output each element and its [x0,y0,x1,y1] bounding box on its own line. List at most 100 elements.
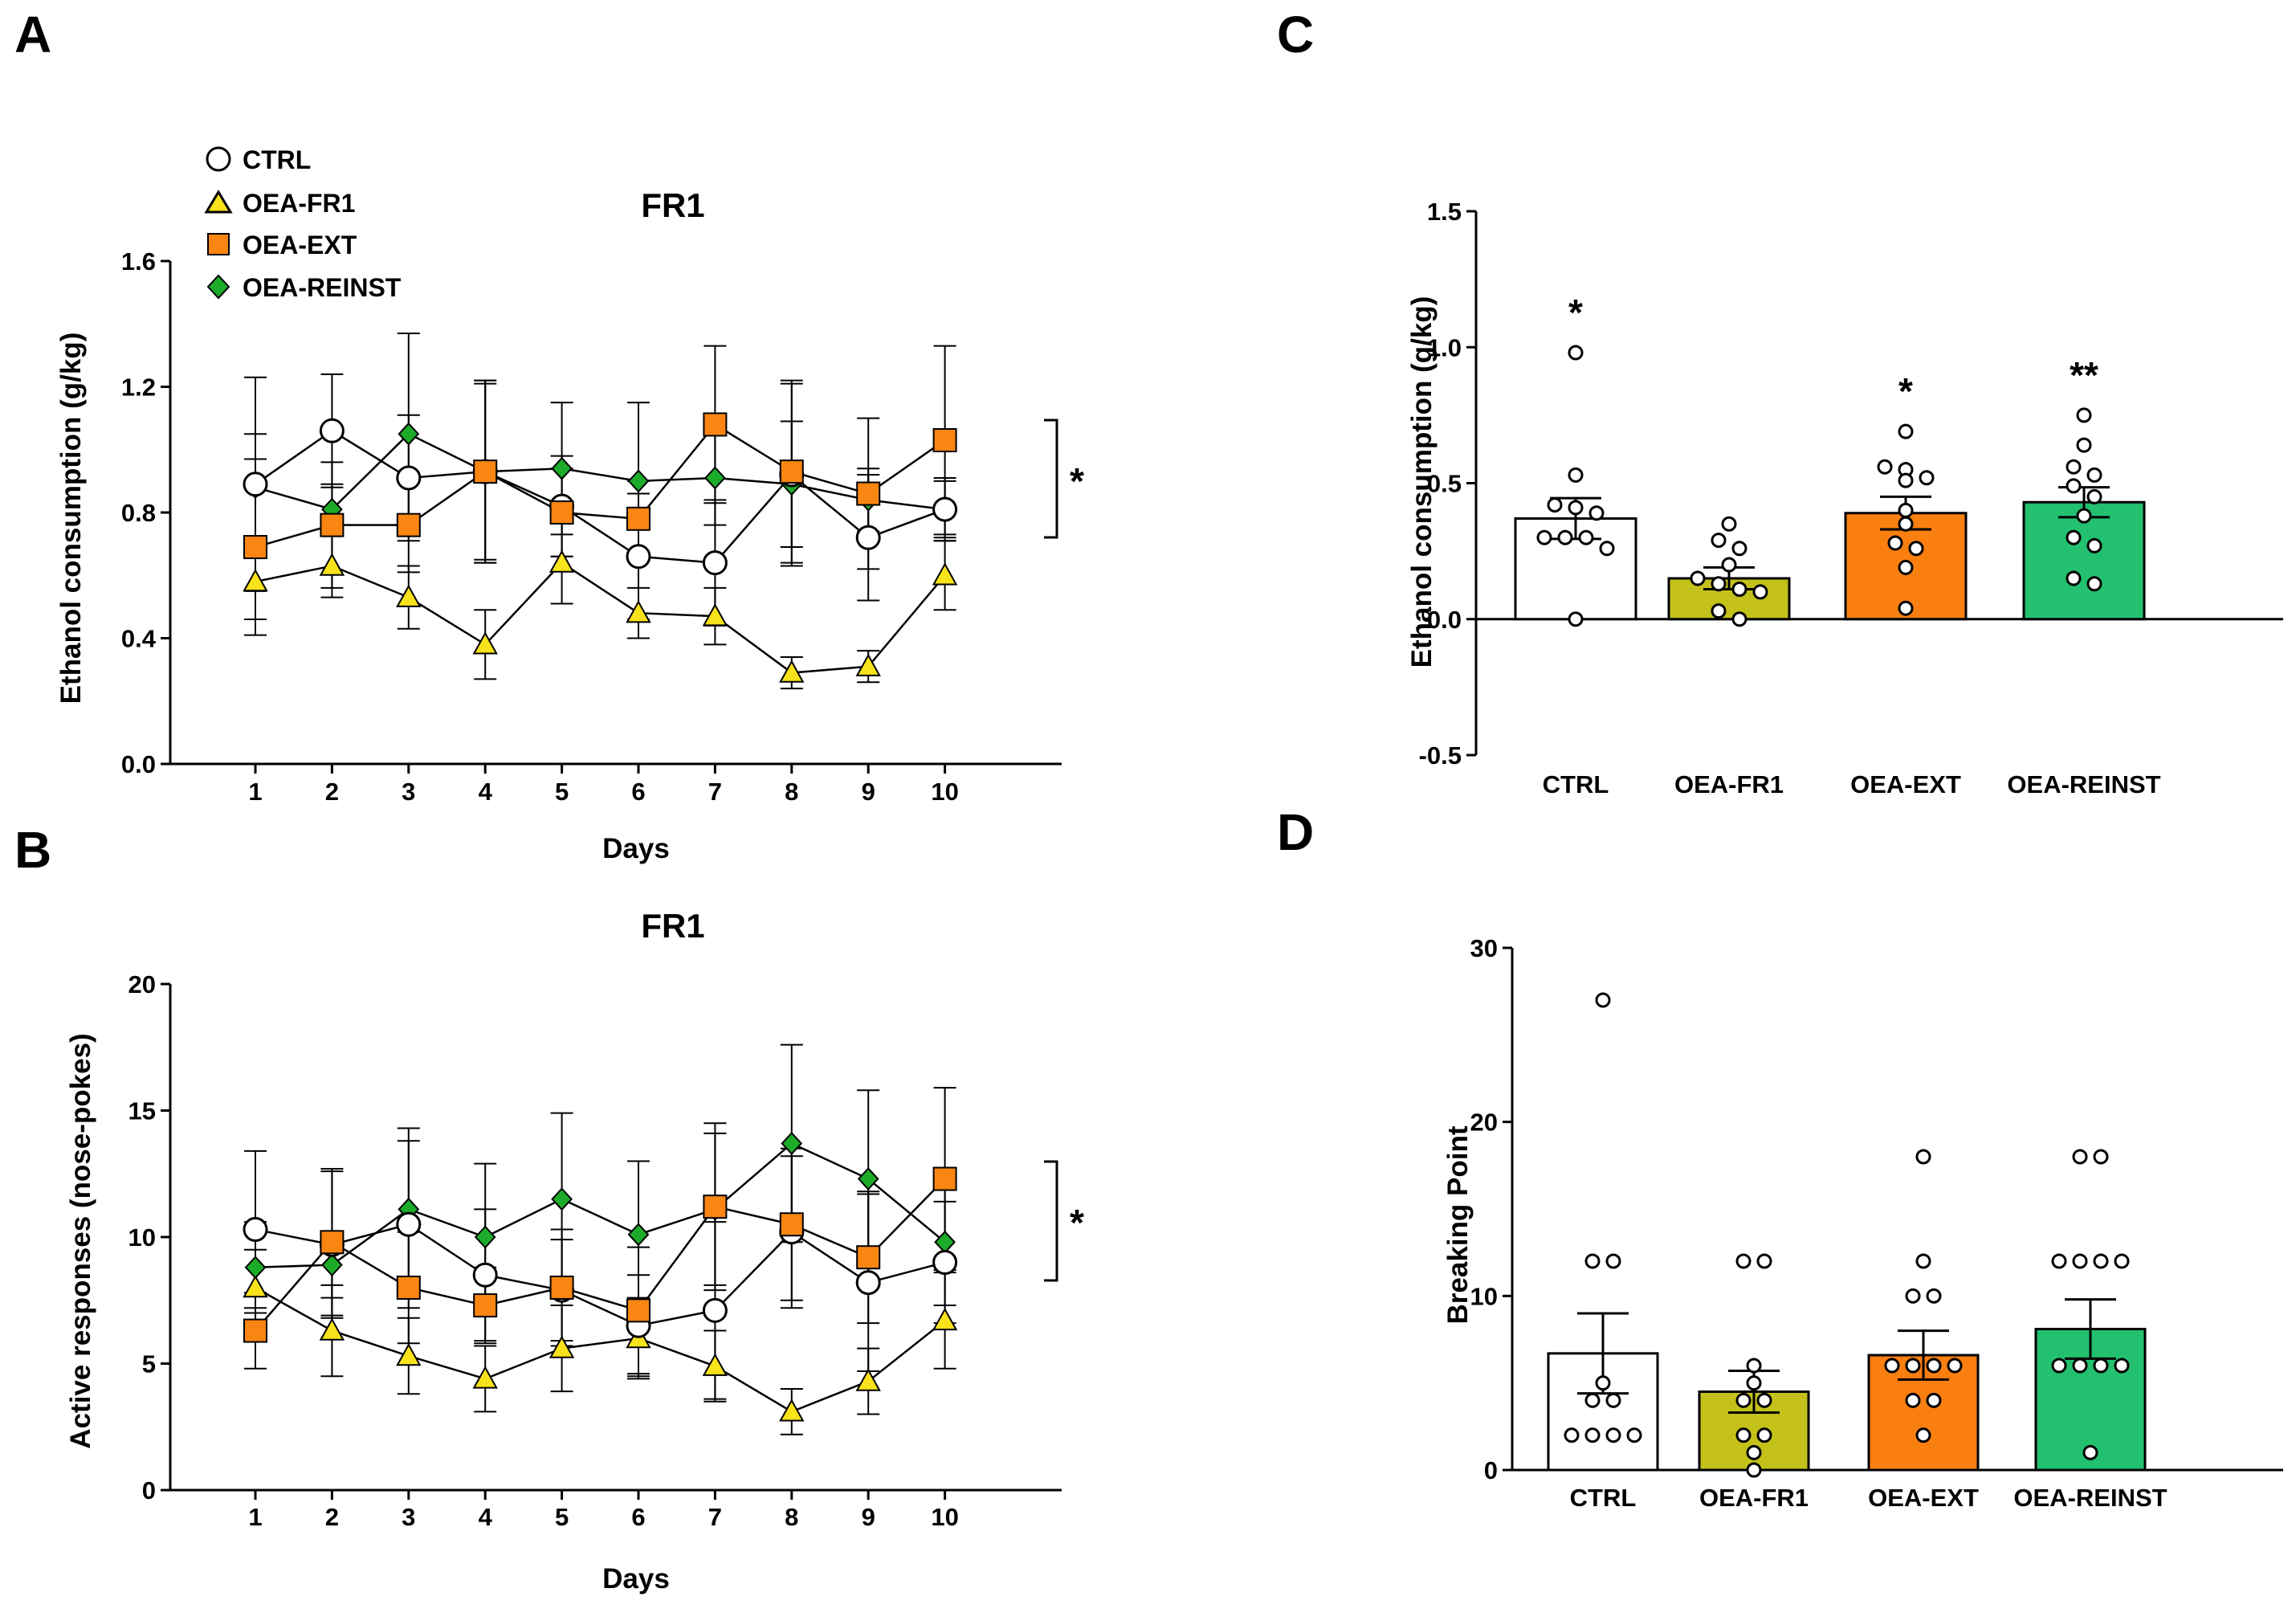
chart-d-data-point-oea-ext [1915,1149,1931,1165]
chart-b-point-ctrl [396,1211,422,1237]
chart-d-data-point-oea-ext [1926,1288,1942,1304]
chart-b-point-oea-reinst [244,1256,267,1280]
chart-a-point-oea-fr1 [472,631,498,655]
chart-c-data-point-oea-reinst [2066,570,2082,586]
chart-b-xtick-label: 5 [555,1503,569,1531]
chart-a-significance: * [1070,460,1084,502]
chart-d-data-point-oea-fr1 [1735,1253,1752,1269]
chart-b-ytick-label: 10 [128,1223,156,1252]
panel-label-d: D [1277,803,1314,861]
chart-d-data-point-oea-fr1 [1756,1253,1772,1269]
chart-d-data-point-oea-ext [1905,1392,1921,1408]
chart-c-data-point-oea-fr1 [1721,516,1737,532]
chart-c-significance-oea-reinst: ** [2070,354,2098,396]
chart-a-title: FR1 [641,186,704,224]
chart-c-category-label: OEA-FR1 [1674,770,1784,798]
chart-c-data-point-oea-reinst [2086,488,2102,504]
chart-a-point-oea-ext [703,412,728,437]
chart-b-point-ctrl [702,1297,728,1323]
chart-d-data-point-ctrl [1605,1392,1621,1408]
chart-a-series-line-oea-ext [255,423,946,549]
chart-b-point-oea-fr1 [472,1366,498,1389]
chart-c-data-point-oea-reinst [2066,478,2082,494]
chart-b-point-oea-fr1 [932,1307,958,1331]
chart-b-point-oea-fr1 [319,1317,345,1341]
chart-c-data-point-ctrl [1536,529,1552,545]
chart-c-data-point-oea-ext [1898,600,1914,616]
chart-d-bar-oea-ext [1867,1354,1980,1472]
chart-c-data-point-oea-reinst [2086,467,2102,483]
chart-a-ytick-label: 1.6 [121,247,156,276]
chart-c-data-point-ctrl [1557,529,1573,545]
chart-b-series-line-oea-reinst [255,1141,946,1269]
chart-b-point-oea-ext [779,1212,804,1237]
chart-a-point-oea-fr1 [702,603,728,627]
chart-b-xlabel: Days [602,1563,670,1595]
chart-a-point-oea-ext [856,481,881,506]
chart-a-point-ctrl [702,550,728,576]
legend-oea-reinst-marker [206,274,230,300]
chart-c-data-point-oea-ext [1898,559,1914,575]
chart-a-point-ctrl [932,496,958,522]
chart-b-xtick-label: 9 [862,1503,875,1531]
chart-a-xtick-label: 9 [862,778,875,806]
chart-c-category-label: CTRL [1543,770,1609,798]
chart-a-point-oea-fr1 [243,569,268,592]
chart-b-point-oea-ext [549,1276,574,1300]
chart-a-point-ctrl [396,465,422,491]
chart-b-point-oea-reinst [781,1131,803,1155]
chart-d-data-point-ctrl [1595,1375,1611,1391]
chart-c-data-point-ctrl [1568,500,1584,516]
chart-b-point-oea-ext [473,1293,498,1318]
chart-d-category-label: OEA-FR1 [1699,1484,1809,1512]
chart-b-xtick-label: 4 [479,1503,493,1531]
chart-d-data-point-ctrl [1584,1427,1601,1444]
chart-a-point-oea-ext [243,535,267,560]
chart-c-category-label: OEA-REINST [2007,770,2160,798]
chart-b-title: FR1 [641,907,704,945]
chart-b-point-oea-fr1 [702,1353,728,1376]
chart-b-ytick-label: 15 [128,1097,156,1125]
chart-d-ytick-label: 20 [1470,1109,1498,1137]
chart-c-data-point-oea-fr1 [1752,584,1768,600]
chart-a-point-oea-ext [549,500,574,525]
chart-a-xlabel: Days [602,833,670,864]
chart-c-data-point-oea-reinst [2076,508,2092,524]
chart-a-xtick-label: 10 [931,778,958,806]
chart-a-point-oea-fr1 [549,549,575,573]
chart-b-point-oea-reinst [627,1223,650,1247]
legend-oea-ext-marker [207,233,230,255]
panel-label-b: B [14,821,51,879]
plots-layer: 0.0 0.4 0.8 1.2 1.6 1 2 3 4 5 6 7 8 9 10 0 5 10 15 20 1 2 3 4 5 6… [121,198,2283,1531]
chart-a-point-oea-reinst [551,456,573,480]
chart-b-series-line-oea-ext [255,1178,946,1332]
chart-d-data-point-oea-fr1 [1735,1427,1752,1444]
chart-a-xtick-label: 3 [402,778,415,806]
chart-c-data-point-oea-fr1 [1731,541,1747,557]
chart-a-xtick-label: 5 [555,778,569,806]
chart-d-data-point-oea-reinst [2114,1253,2130,1269]
chart-c-data-point-oea-reinst [2086,576,2102,592]
chart-d-data-point-ctrl [1626,1427,1642,1444]
chart-b-point-oea-fr1 [779,1399,805,1422]
chart-d-ylabel: Breaking Point [1442,1125,1474,1324]
chart-d-ytick-label: 10 [1470,1282,1498,1310]
chart-a-point-oea-ext [320,512,345,537]
chart-b-xtick-label: 6 [631,1503,645,1531]
chart-a-point-oea-ext [779,459,804,484]
chart-d-data-point-oea-reinst [2093,1358,2109,1374]
chart-d-data-point-oea-reinst [2114,1358,2130,1374]
chart-a-point-oea-ext [473,459,498,484]
chart-a-xtick-label: 2 [325,778,339,806]
chart-a-ytick-label: 0.4 [121,625,157,653]
chart-b-series-line-oea-fr1 [255,1286,946,1413]
chart-a-xtick-label: 8 [785,778,798,806]
chart-c-data-point-oea-fr1 [1731,582,1747,598]
chart-a-point-oea-fr1 [319,553,345,576]
chart-c-data-point-oea-reinst [2066,459,2082,475]
chart-a-series-line-ctrl [255,429,946,564]
chart-a-point-oea-fr1 [626,600,651,623]
panel-label-a: A [14,6,51,63]
legend-oea-fr1-label: OEA-FR1 [243,189,355,218]
chart-b-point-oea-ext [243,1318,267,1343]
